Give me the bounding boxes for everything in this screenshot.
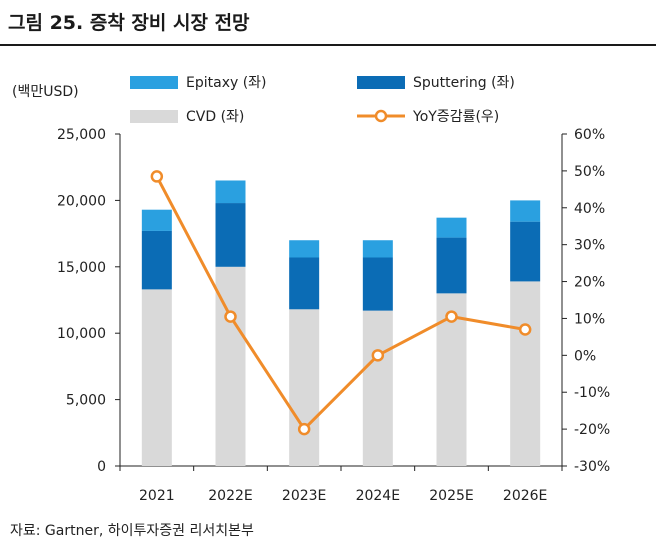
bar-epitaxy	[510, 200, 541, 222]
y-left-tick-label: 10,000	[57, 326, 106, 342]
chart-title: 그림 25. 증착 장비 시장 전망	[8, 12, 250, 34]
title-divider	[0, 44, 656, 46]
y-right-tick-label: -10%	[574, 385, 610, 401]
yoy-point	[150, 170, 164, 183]
y-left-tick-label: 20,000	[57, 193, 106, 209]
bar-epitaxy	[436, 217, 467, 238]
y-right-tick-label: 60%	[574, 127, 605, 143]
y-right-tick-label: 0%	[574, 348, 596, 364]
x-tick-label: 2025E	[429, 488, 473, 504]
bar-sputtering	[289, 257, 320, 310]
legend-3-label: CVD (좌)	[186, 109, 244, 125]
bar-cvd	[289, 309, 320, 466]
y-right-tick-label: -30%	[574, 459, 610, 475]
y-right-tick-label: 50%	[574, 164, 605, 180]
yoy-point	[224, 310, 237, 323]
legend-3-swatch	[130, 110, 178, 123]
yoy-point	[518, 323, 532, 336]
y-right-tick-label: 30%	[574, 238, 605, 254]
bar-cvd	[510, 281, 541, 466]
x-tick-label: 2022E	[208, 488, 252, 504]
yoy-point	[371, 349, 385, 362]
legend-4-label: YoY증감률(우)	[412, 109, 499, 125]
y-left-unit-label: (백만USD)	[12, 84, 79, 100]
yoy-line	[155, 175, 526, 431]
y-left-tick-label: 25,000	[57, 127, 106, 143]
legend-1-swatch	[130, 76, 178, 89]
y-left-tick-label: 0	[97, 459, 106, 475]
x-tick-label: 2026E	[503, 488, 547, 504]
y-right-tick-label: -20%	[574, 422, 610, 438]
source-note: 자료: Gartner, 하이투자증권 리서치본부	[10, 523, 254, 539]
x-tick-label: 2023E	[282, 488, 326, 504]
y-left-tick-label: 15,000	[57, 260, 106, 276]
bar-cvd	[362, 310, 393, 466]
legend-2-label: Sputtering (좌)	[413, 75, 515, 91]
bar-sputtering	[510, 221, 541, 282]
bar-epitaxy	[215, 180, 246, 204]
bar-epitaxy	[289, 240, 320, 258]
legend-1-label: Epitaxy (좌)	[186, 75, 267, 91]
y-left-tick-label: 5,000	[66, 393, 106, 409]
bar-sputtering	[436, 237, 467, 294]
legend-2-swatch	[357, 76, 405, 89]
x-tick-label: 2024E	[356, 488, 400, 504]
bar-sputtering	[362, 257, 393, 311]
bar-sputtering	[141, 230, 172, 290]
bar-sputtering	[215, 203, 246, 267]
bar-epitaxy	[362, 240, 393, 258]
y-right-tick-label: 20%	[574, 275, 605, 291]
yoy-point	[297, 422, 311, 436]
yoy-point	[445, 310, 458, 323]
x-tick-label: 2021	[139, 488, 175, 504]
bar-epitaxy	[141, 209, 172, 231]
bar-cvd	[141, 289, 172, 466]
y-right-tick-label: 10%	[574, 311, 605, 327]
y-right-tick-label: 40%	[574, 201, 605, 217]
legend-4-marker	[374, 109, 388, 123]
